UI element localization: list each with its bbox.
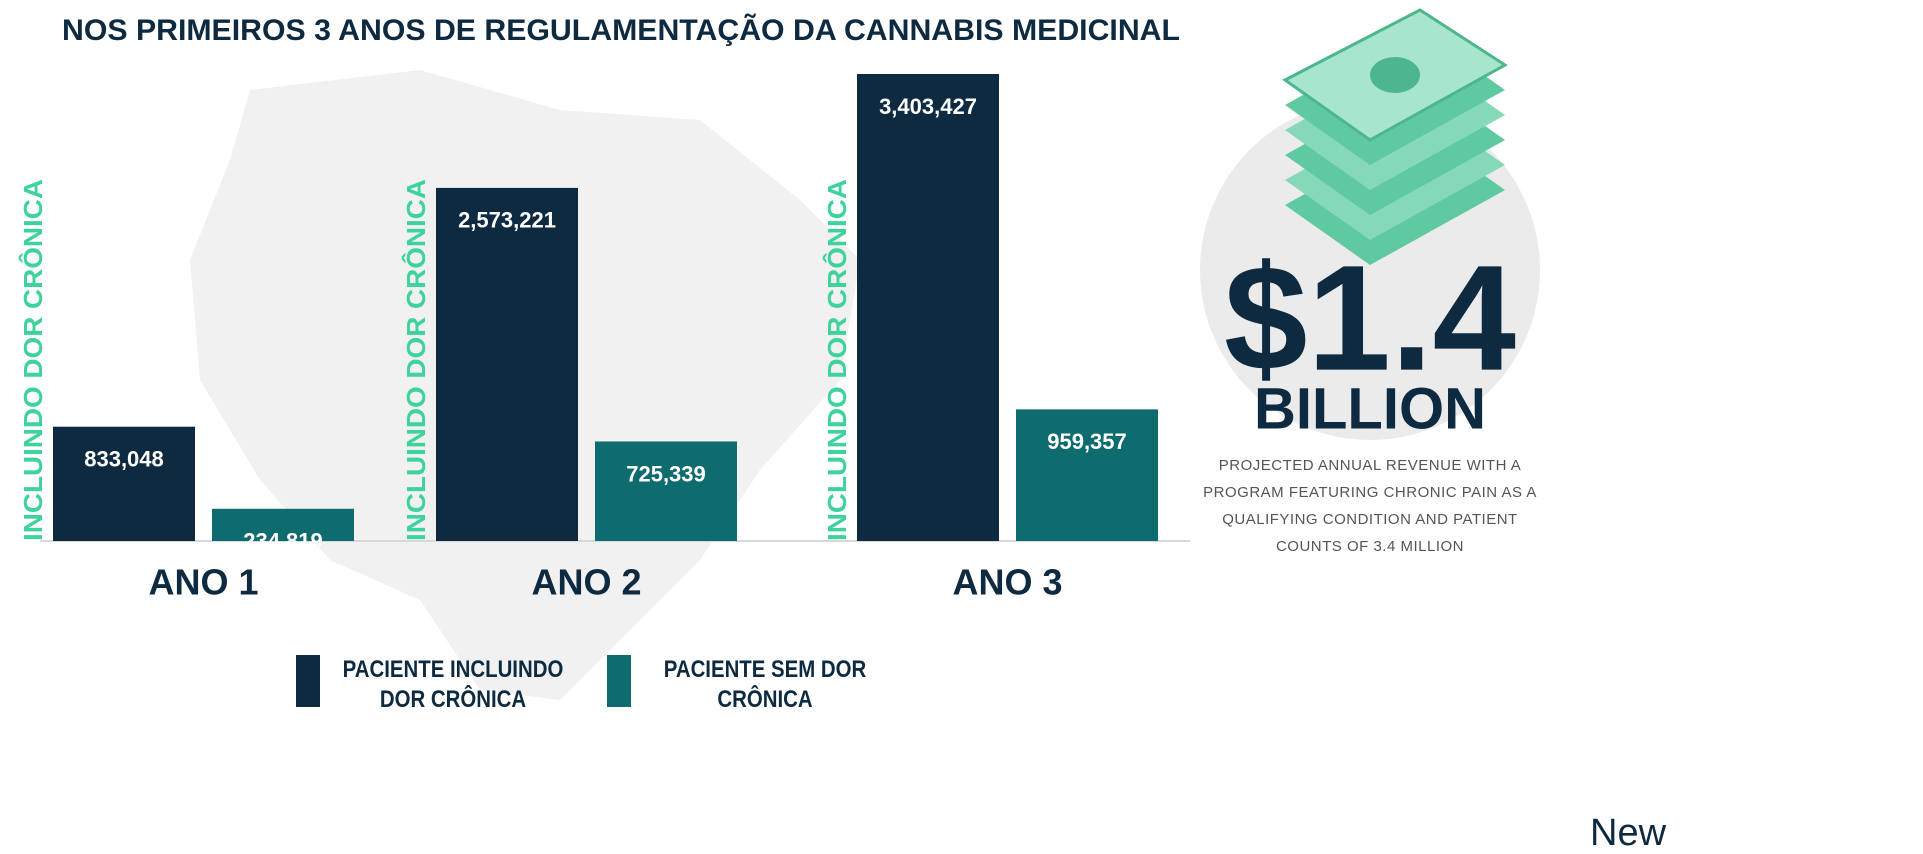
- bar: [212, 508, 354, 541]
- revenue-unit: BILLION: [1254, 376, 1486, 441]
- revenue-note: PROJECTED ANNUAL REVENUE WITH A PROGRAM …: [1203, 457, 1537, 555]
- value-label: 234,819: [243, 529, 323, 554]
- bar: [1016, 409, 1158, 541]
- legend-swatch: [607, 655, 631, 707]
- value-label: 3,403,427: [879, 94, 977, 119]
- bar: [857, 74, 999, 541]
- x-tick-label: ANO 3: [952, 562, 1062, 603]
- group-label: INCLUINDO DOR CRÔNICA: [401, 179, 431, 541]
- legend-label: PACIENTE INCLUINDO DOR CRÔNICA: [342, 656, 564, 713]
- bar: [595, 441, 737, 541]
- revenue-amount: $1.4: [1224, 234, 1516, 402]
- logo: New: [1590, 812, 1667, 854]
- legend-swatch: [296, 655, 320, 707]
- x-tick-label: ANO 1: [148, 562, 258, 603]
- legend-label: PACIENTE SEM DOR CRÔNICA: [663, 656, 867, 713]
- group-label: INCLUINDO DOR CRÔNICA: [18, 179, 48, 541]
- bar: [436, 187, 578, 541]
- chart-title: NOS PRIMEIROS 3 ANOS DE REGULAMENTAÇÃO D…: [62, 13, 1180, 47]
- x-tick-label: ANO 2: [531, 562, 641, 603]
- value-label: 959,357: [1047, 429, 1127, 454]
- bar: [53, 426, 195, 541]
- value-label: 2,573,221: [458, 208, 556, 233]
- value-label: 725,339: [626, 461, 706, 486]
- value-label: 833,048: [84, 447, 164, 472]
- group-label: INCLUINDO DOR CRÔNICA: [822, 179, 852, 541]
- money-stack: [1282, 8, 1508, 265]
